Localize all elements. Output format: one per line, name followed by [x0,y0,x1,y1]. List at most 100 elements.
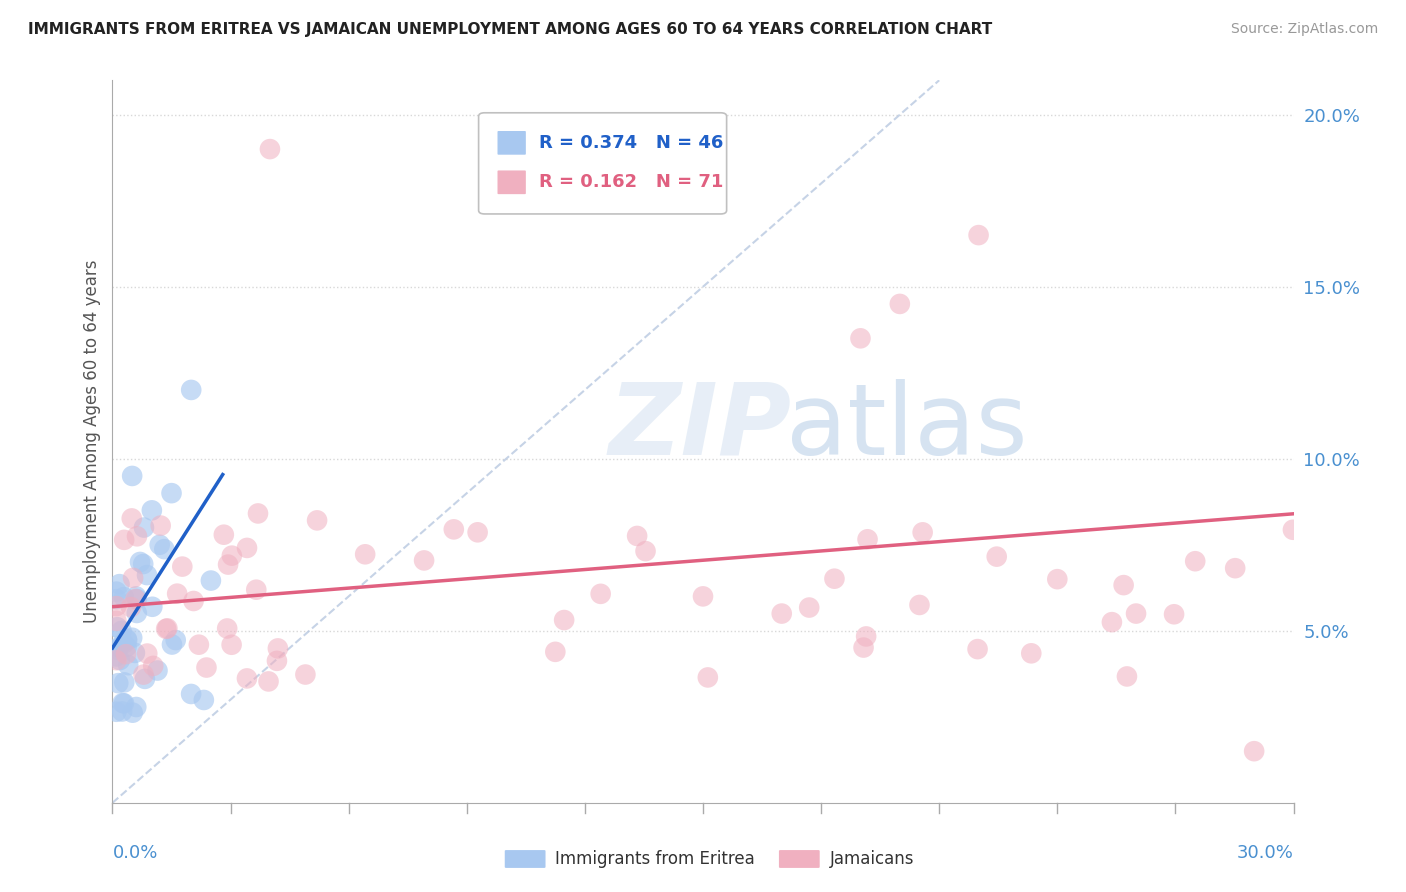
Point [267,641,290,656]
Point [467,525,489,540]
Point [626,529,648,543]
Point [1163,607,1185,622]
Point [257,674,280,689]
Point [544,645,567,659]
Point [849,331,872,345]
Point [1116,669,1139,683]
Point [166,587,188,601]
Point [1101,615,1123,629]
Point [180,383,202,397]
Point [136,568,159,582]
Point [105,592,128,607]
Point [823,572,845,586]
Point [307,513,329,527]
Point [217,558,239,572]
Point [692,590,714,604]
Point [180,687,202,701]
Point [105,649,128,664]
Point [105,620,128,634]
Point [141,503,163,517]
Point [105,614,128,628]
Point [245,582,267,597]
FancyBboxPatch shape [498,170,526,194]
Point [413,553,436,567]
Point [125,590,148,604]
Point [112,637,135,651]
Point [247,507,270,521]
Point [107,676,129,690]
Point [799,600,821,615]
Point [165,633,187,648]
Point [132,667,155,681]
Point [889,297,911,311]
Point [153,542,176,557]
Point [200,574,222,588]
Y-axis label: Unemployment Among Ages 60 to 64 years: Unemployment Among Ages 60 to 64 years [83,260,101,624]
Point [172,559,194,574]
Point [852,640,875,655]
Text: IMMIGRANTS FROM ERITREA VS JAMAICAN UNEMPLOYMENT AMONG AGES 60 TO 64 YEARS CORRE: IMMIGRANTS FROM ERITREA VS JAMAICAN UNEM… [28,22,993,37]
Point [105,642,128,657]
Point [294,667,316,681]
Point [111,696,134,710]
Point [121,631,143,645]
Point [125,606,148,620]
Point [156,621,179,635]
Point [1125,607,1147,621]
Point [443,522,465,536]
Point [107,640,129,655]
Point [195,660,218,674]
Point [266,654,288,668]
Point [124,592,146,607]
Text: ZIP: ZIP [609,378,792,475]
Point [112,590,135,604]
Point [149,538,172,552]
Point [121,706,143,720]
Point [1019,646,1042,660]
Text: 30.0%: 30.0% [1237,844,1294,862]
Point [856,533,879,547]
Point [553,613,575,627]
Point [212,527,235,541]
Point [155,622,177,636]
Point [117,658,139,673]
Point [1112,578,1135,592]
Point [589,587,612,601]
Point [122,571,145,585]
Point [105,584,128,599]
Point [236,541,259,555]
Point [696,670,718,684]
Point [121,511,143,525]
Point [1243,744,1265,758]
Point [115,632,138,646]
Point [115,640,138,654]
Text: Source: ZipAtlas.com: Source: ZipAtlas.com [1230,22,1378,37]
Point [967,228,990,243]
Point [110,624,132,638]
Point [129,555,152,569]
Point [183,594,205,608]
Point [1184,554,1206,568]
Point [111,705,134,719]
Point [354,547,377,561]
Point [236,672,259,686]
Point [115,633,138,648]
Point [136,647,159,661]
Point [221,638,243,652]
Point [193,693,215,707]
Point [105,653,128,667]
Point [966,642,988,657]
Point [112,696,135,710]
Point [108,577,131,591]
Point [132,520,155,534]
Point [259,142,281,156]
Point [105,705,128,719]
Point [221,549,243,563]
Point [132,557,155,571]
Text: Jamaicans: Jamaicans [830,850,914,868]
FancyBboxPatch shape [478,112,727,214]
Point [120,600,142,615]
Point [125,529,148,543]
Point [911,525,934,540]
Text: Immigrants from Eritrea: Immigrants from Eritrea [555,850,755,868]
